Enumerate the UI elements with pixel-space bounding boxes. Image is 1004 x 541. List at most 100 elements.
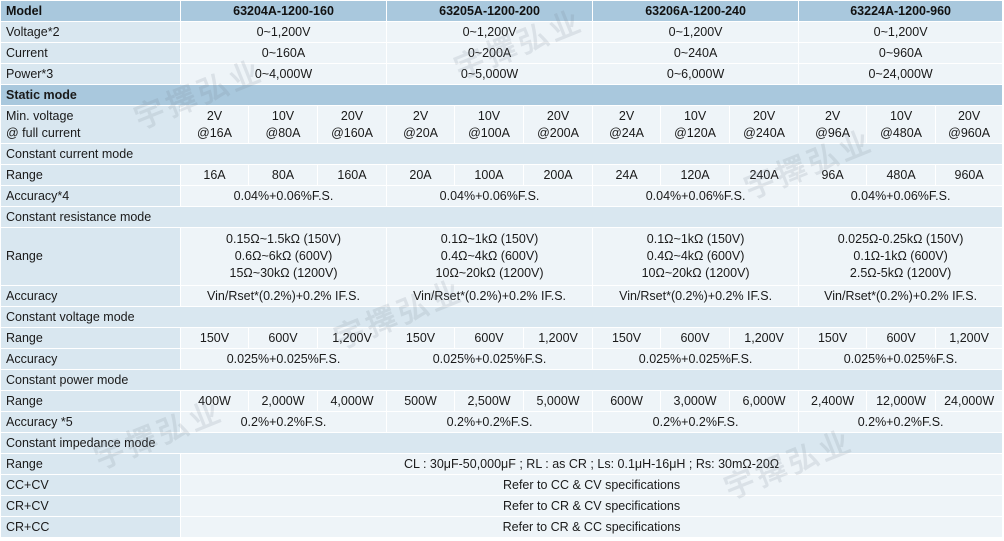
range-cell: 480A (866, 164, 937, 186)
min-voltage-row: Min. voltage @ full current 2V @16A 10V @8… (0, 105, 1004, 144)
cp-accuracy-row: Accuracy *5 0.2%+0.2%F.S. 0.2%+0.2%F.S. … (0, 411, 1004, 433)
min-voltage-cell: 10V @100A (454, 105, 525, 144)
range-cell: 1,200V (316, 327, 388, 349)
range-cell: 600V (866, 327, 937, 349)
value-cell: 0~1,200V (179, 21, 388, 43)
min-voltage-line: @16A (197, 125, 232, 140)
cc-range-row: Range 16A 80A 160A 20A 100A 200A 24A 120… (0, 164, 1004, 186)
min-voltage-cell: 20V @960A (935, 105, 1004, 144)
range-cell: 1,200V (935, 327, 1004, 349)
voltage-row: Voltage*2 0~1,200V 0~1,200V 0~1,200V 0~1… (0, 21, 1004, 43)
section-title: Constant voltage mode (0, 306, 1004, 328)
range-cell: 600V (454, 327, 525, 349)
min-voltage-line: 20V (752, 108, 776, 123)
cp-mode-section: Constant power mode (0, 369, 1004, 391)
model-header: 63204A-1200-160 (179, 0, 388, 22)
section-title: Constant power mode (0, 369, 1004, 391)
range-cell: 150V (592, 327, 662, 349)
combo-row: CR+CC Refer to CR & CC specifications (0, 516, 1004, 538)
accuracy-cell: 0.2%+0.2%F.S. (386, 411, 594, 433)
accuracy-cell: 0.025%+0.025%F.S. (798, 348, 1004, 370)
accuracy-cell: 0.2%+0.2%F.S. (179, 411, 388, 433)
accuracy-cell: Vin/Rset*(0.2%)+0.2% IF.S. (179, 285, 388, 307)
row-label: Range (0, 390, 181, 412)
ci-mode-section: Constant impedance mode (0, 432, 1004, 454)
section-title: Constant impedance mode (0, 432, 1004, 454)
value-cell: 0~1,200V (798, 21, 1004, 43)
cr-range-line: 0.4Ω~4kΩ (600V) (646, 249, 745, 263)
range-cell: 200A (523, 164, 594, 186)
accuracy-cell: 0.04%+0.06%F.S. (592, 185, 800, 207)
cr-range-line: 15Ω~30kΩ (1200V) (229, 266, 338, 280)
cr-range-line: 0.15Ω~1.5kΩ (150V) (226, 232, 341, 246)
min-voltage-line: @240A (743, 125, 786, 140)
min-voltage-line: @480A (880, 125, 923, 140)
min-voltage-cell: 10V @480A (866, 105, 937, 144)
cr-range-line: 0.6Ω~6kΩ (600V) (234, 249, 333, 263)
row-label: Accuracy (0, 348, 181, 370)
min-voltage-line: @160A (331, 125, 373, 140)
power-row: Power*3 0~4,000W 0~5,000W 0~6,000W 0~24,… (0, 63, 1004, 85)
accuracy-cell: 0.2%+0.2%F.S. (798, 411, 1004, 433)
min-voltage-cell: 20V @200A (523, 105, 594, 144)
min-voltage-line: @960A (948, 125, 991, 140)
cr-range-line: 0.025Ω-0.25kΩ (150V) (837, 232, 964, 246)
row-label: CR+CV (0, 495, 181, 517)
cv-accuracy-row: Accuracy 0.025%+0.025%F.S. 0.025%+0.025%… (0, 348, 1004, 370)
row-label: Min. voltage @ full current (0, 105, 181, 144)
ci-range-cell: CL : 30μF-50,000μF ; RL : as CR ; Ls: 0.… (179, 453, 1004, 475)
cc-mode-section: Constant current mode (0, 143, 1004, 165)
row-label: Power*3 (0, 63, 181, 85)
cv-range-row: Range 150V 600V 1,200V 150V 600V 1,200V … (0, 327, 1004, 349)
range-cell: 1,200V (729, 327, 800, 349)
min-voltage-cell: 2V @24A (592, 105, 662, 144)
range-cell: 600V (660, 327, 731, 349)
accuracy-cell: Vin/Rset*(0.2%)+0.2% IF.S. (798, 285, 1004, 307)
value-cell: 0~24,000W (798, 63, 1004, 85)
cr-range-cell: 0.025Ω-0.25kΩ (150V) 0.1Ω-1kΩ (600V) 2.5… (798, 227, 1004, 286)
model-label: Model (0, 0, 181, 22)
min-voltage-line: 20V (340, 108, 364, 123)
range-cell: 2,500W (454, 390, 525, 412)
range-cell: 5,000W (523, 390, 594, 412)
row-label: Range (0, 453, 181, 475)
range-cell: 96A (798, 164, 868, 186)
accuracy-cell: 0.04%+0.06%F.S. (179, 185, 388, 207)
accuracy-cell: 0.025%+0.025%F.S. (592, 348, 800, 370)
current-row: Current 0~160A 0~200A 0~240A 0~960A (0, 42, 1004, 64)
min-voltage-line: 2V (824, 108, 841, 123)
cr-range-line: 2.5Ω-5kΩ (1200V) (849, 266, 952, 280)
range-cell: 20A (386, 164, 456, 186)
min-voltage-line: 20V (546, 108, 570, 123)
combo-cell: Refer to CR & CV specifications (179, 495, 1004, 517)
range-cell: 1,200V (523, 327, 594, 349)
row-label: Range (0, 327, 181, 349)
row-label: Range (0, 164, 181, 186)
min-voltage-line: 2V (206, 108, 223, 123)
range-cell: 150V (386, 327, 456, 349)
cr-accuracy-row: Accuracy Vin/Rset*(0.2%)+0.2% IF.S. Vin/… (0, 285, 1004, 307)
combo-row: CR+CV Refer to CR & CV specifications (0, 495, 1004, 517)
min-voltage-line: @24A (609, 125, 645, 140)
min-voltage-cell: 20V @240A (729, 105, 800, 144)
range-cell: 4,000W (316, 390, 388, 412)
header-row: Model 63204A-1200-160 63205A-1200-200 63… (0, 0, 1004, 22)
combo-cell: Refer to CR & CC specifications (179, 516, 1004, 538)
row-label: CR+CC (0, 516, 181, 538)
section-title: Constant resistance mode (0, 206, 1004, 228)
range-cell: 24A (592, 164, 662, 186)
row-label: CC+CV (0, 474, 181, 496)
min-voltage-cell: 10V @80A (248, 105, 318, 144)
accuracy-cell: 0.04%+0.06%F.S. (386, 185, 594, 207)
cr-range-line: 0.1Ω-1kΩ (600V) (853, 249, 948, 263)
cr-range-cell: 0.1Ω~1kΩ (150V) 0.4Ω~4kΩ (600V) 10Ω~20kΩ… (386, 227, 594, 286)
min-voltage-line: @120A (674, 125, 716, 140)
cr-range-line: 0.1Ω~1kΩ (150V) (646, 232, 745, 246)
range-cell: 2,000W (248, 390, 318, 412)
min-voltage-line: 10V (889, 108, 913, 123)
cc-accuracy-row: Accuracy*4 0.04%+0.06%F.S. 0.04%+0.06%F.… (0, 185, 1004, 207)
cr-range-line: 0.1Ω~1kΩ (150V) (440, 232, 539, 246)
range-cell: 2,400W (798, 390, 868, 412)
range-cell: 600W (592, 390, 662, 412)
combo-cell: Refer to CC & CV specifications (179, 474, 1004, 496)
